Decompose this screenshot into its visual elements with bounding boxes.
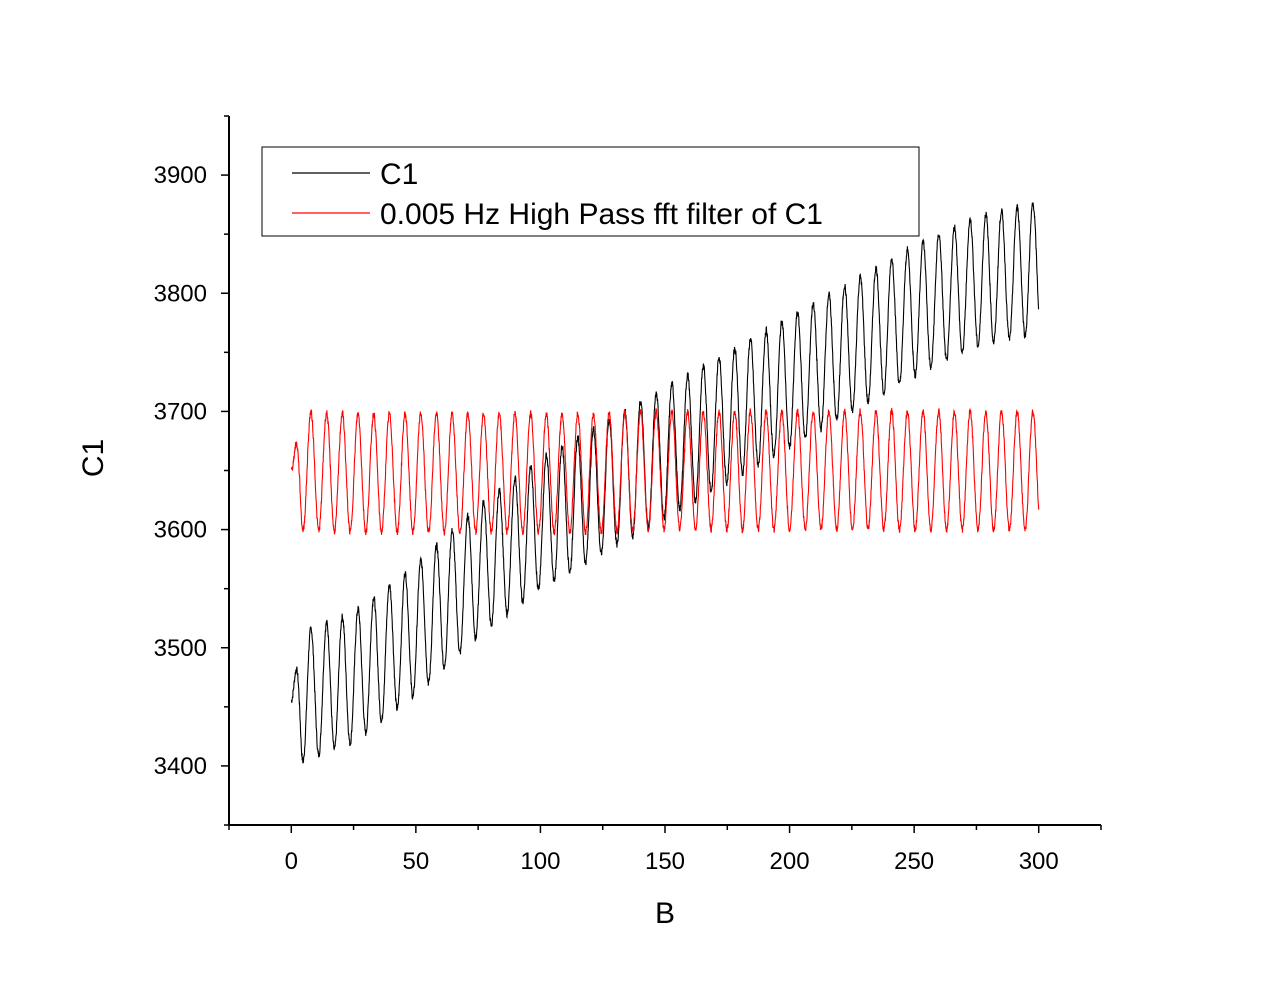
y-tick-label: 3400 bbox=[154, 753, 207, 780]
legend-label-c1: C1 bbox=[380, 158, 418, 191]
legend-box bbox=[261, 146, 920, 237]
series-line-1 bbox=[290, 407, 1040, 536]
x-tick-label: 0 bbox=[285, 848, 298, 875]
series-layer bbox=[290, 202, 1040, 764]
y-tick-label: 3900 bbox=[154, 162, 207, 189]
x-axis-title: B bbox=[655, 897, 675, 930]
axes: 0 50 100 150 200 250 300 3400 3500 3600 3700 3800 39… bbox=[154, 115, 1102, 875]
x-tick-label: 150 bbox=[645, 848, 685, 875]
y-axis-title: C1 bbox=[77, 439, 110, 477]
y-tick-label: 3700 bbox=[154, 398, 207, 425]
y-tick-label: 3600 bbox=[154, 517, 207, 544]
x-tick-label: 250 bbox=[894, 848, 934, 875]
legend-label-filtered: 0.005 Hz High Pass fft filter of C1 bbox=[380, 198, 823, 231]
legend: C1 0.005 Hz High Pass fft filter of C1 bbox=[261, 146, 920, 237]
x-tick-label: 200 bbox=[770, 848, 810, 875]
y-tick-label: 3800 bbox=[154, 280, 207, 307]
x-tick-label: 50 bbox=[403, 848, 430, 875]
x-tick-label: 100 bbox=[520, 848, 560, 875]
y-tick-label: 3500 bbox=[154, 635, 207, 662]
series-line-0 bbox=[290, 202, 1040, 764]
x-tick-label: 300 bbox=[1019, 848, 1059, 875]
